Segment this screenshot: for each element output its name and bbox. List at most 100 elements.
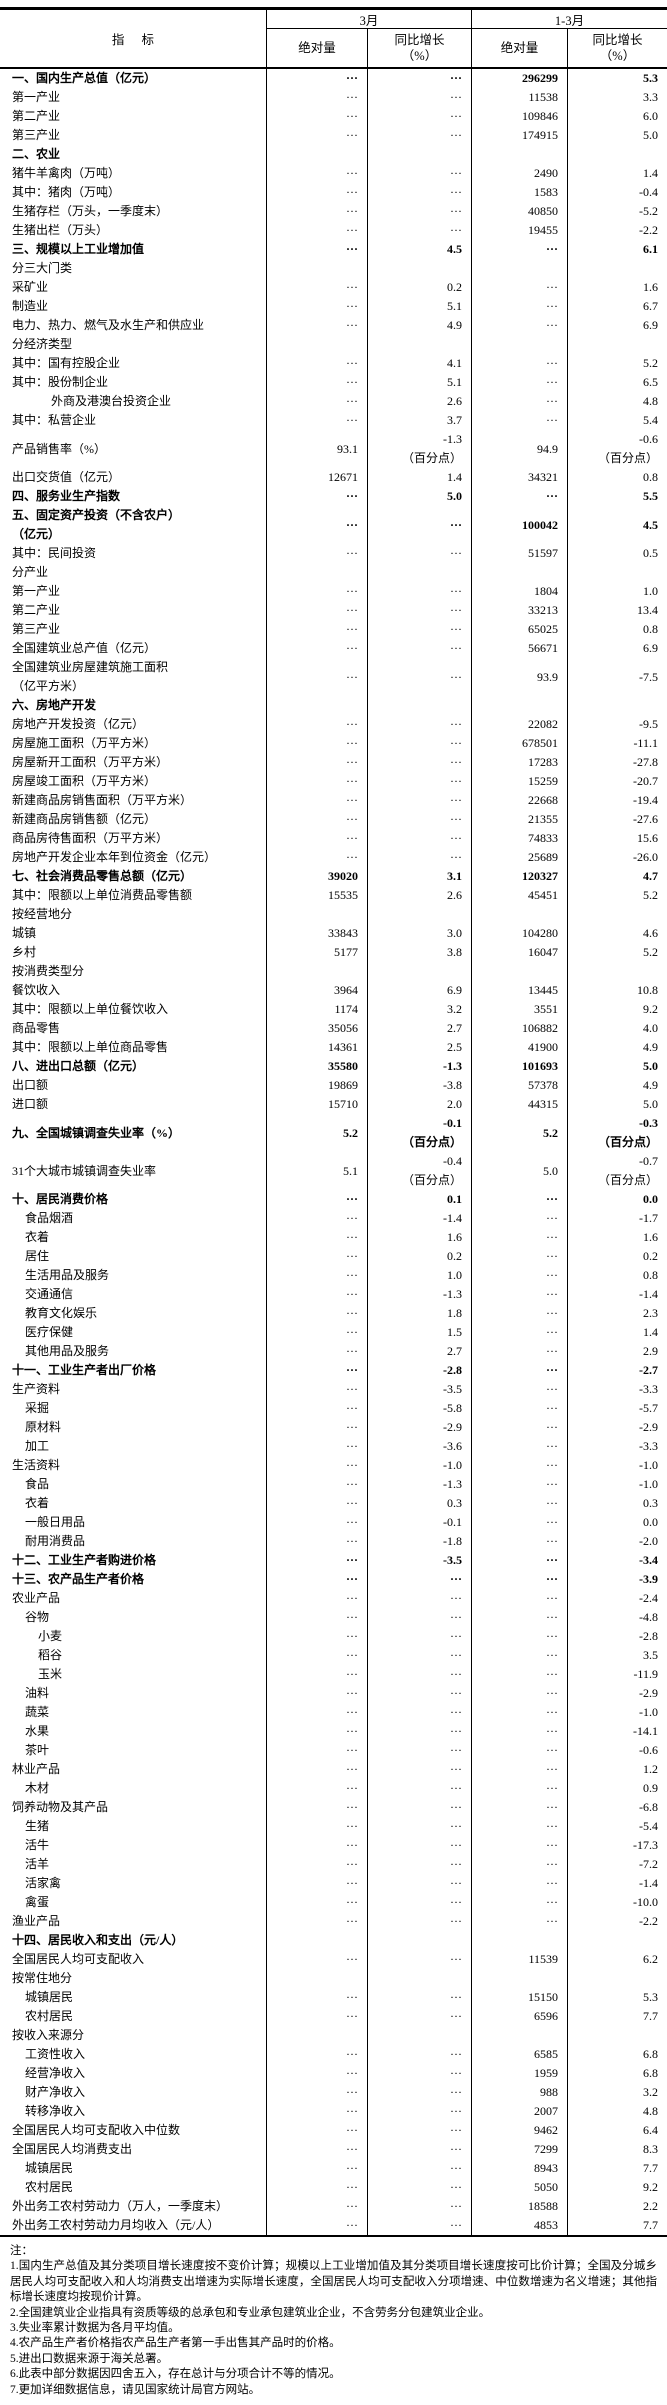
march-absolute-value bbox=[267, 905, 368, 924]
jan-mar-growth-value: 1.2 bbox=[643, 1762, 658, 1776]
table-row: 居住 ··· 0.2 ··· 0.2 bbox=[0, 1247, 667, 1266]
indicator-label: 第三产业 bbox=[0, 620, 267, 639]
table-row: 工资性收入 ··· ··· 6585 6.8 bbox=[0, 2045, 667, 2064]
jan-mar-absolute-value: 41900 bbox=[472, 1038, 568, 1057]
march-growth-value: ··· bbox=[368, 544, 472, 563]
march-growth-value: 3.7 bbox=[368, 411, 472, 430]
jan-mar-absolute-value: ··· bbox=[472, 1513, 568, 1532]
march-absolute-value: ··· bbox=[267, 1342, 368, 1361]
jan-mar-absolute-value: ··· bbox=[472, 392, 568, 411]
table-row: 其中：民间投资 ··· ··· 51597 0.5 bbox=[0, 544, 667, 563]
table-row: 五、固定资产投资（不含农户） （亿元） ··· ··· 100042 4.5 bbox=[0, 506, 667, 544]
jan-mar-absolute-value: 7299 bbox=[472, 2140, 568, 2159]
jan-mar-absolute-value: 44315 bbox=[472, 1095, 568, 1114]
table-row: 玉米 ··· ··· ··· -11.9 bbox=[0, 1665, 667, 1684]
column-subheaders-row: 绝对量 同比增长 （%） 绝对量 同比增长 （%） bbox=[267, 29, 667, 67]
march-absolute-value: ··· bbox=[267, 715, 368, 734]
march-growth-value: -1.3 （百分点） bbox=[368, 430, 472, 468]
jan-mar-absolute-value: ··· bbox=[472, 1475, 568, 1494]
jan-mar-absolute-value: 51597 bbox=[472, 544, 568, 563]
march-growth-value: 0.3 bbox=[368, 1494, 472, 1513]
jan-mar-absolute-value: ··· bbox=[472, 1608, 568, 1627]
jan-mar-growth-value: -27.8 bbox=[633, 755, 658, 769]
march-absolute-value: ··· bbox=[267, 69, 368, 88]
march-absolute-value: 15535 bbox=[267, 886, 368, 905]
march-absolute-value: 1174 bbox=[267, 1000, 368, 1019]
march-growth-value: -3.6 bbox=[368, 1437, 472, 1456]
march-absolute-value: ··· bbox=[267, 791, 368, 810]
jan-mar-absolute-value: 296299 bbox=[472, 69, 568, 88]
jan-mar-growth-value: 6.9 bbox=[643, 318, 658, 332]
jan-mar-growth-value: -4.8 bbox=[639, 1610, 658, 1624]
jan-mar-absolute-value: 3551 bbox=[472, 1000, 568, 1019]
march-absolute-value: ··· bbox=[267, 1646, 368, 1665]
jan-mar-absolute-value: ··· bbox=[472, 1228, 568, 1247]
indicator-label: 十三、农产品生产者价格 bbox=[0, 1570, 267, 1589]
jan-mar-absolute-value: 15150 bbox=[472, 1988, 568, 2007]
jan-mar-growth-value bbox=[568, 905, 667, 924]
table-row: 外出务工农村劳动力月均收入（元/人） ··· ··· 4853 7.7 bbox=[0, 2216, 667, 2235]
indicator-label: 十一、工业生产者出厂价格 bbox=[0, 1361, 267, 1380]
indicator-label: 其中：民间投资 bbox=[0, 544, 267, 563]
march-growth-value: 1.6 bbox=[368, 1228, 472, 1247]
jan-mar-growth-value bbox=[568, 1931, 667, 1950]
march-absolute-value: ··· bbox=[267, 1703, 368, 1722]
march-growth-value: ··· bbox=[368, 848, 472, 867]
march-growth-value bbox=[368, 335, 472, 354]
jan-mar-growth-value: 0.9 bbox=[643, 1781, 658, 1795]
indicator-label: 活牛 bbox=[0, 1836, 267, 1855]
jan-mar-growth-value: 2.9 bbox=[643, 1344, 658, 1358]
jan-mar-absolute-value: ··· bbox=[472, 1836, 568, 1855]
jan-mar-absolute-value: 22082 bbox=[472, 715, 568, 734]
march-absolute-value: ··· bbox=[267, 297, 368, 316]
march-absolute-value: ··· bbox=[267, 1874, 368, 1893]
indicator-label: 转移净收入 bbox=[0, 2102, 267, 2121]
march-absolute-value: ··· bbox=[267, 829, 368, 848]
march-absolute-value: ··· bbox=[267, 2045, 368, 2064]
march-growth-value: ··· bbox=[368, 1570, 472, 1589]
jan-mar-growth-value: -3.3 bbox=[639, 1439, 658, 1453]
jan-mar-absolute-value bbox=[472, 1931, 568, 1950]
table-row: 三、规模以上工业增加值 ··· 4.5 ··· 6.1 bbox=[0, 240, 667, 259]
jan-mar-growth-value: 5.0 bbox=[643, 128, 658, 142]
jan-mar-growth-value: 0.3 bbox=[643, 1496, 658, 1510]
jan-mar-absolute-value: ··· bbox=[472, 1893, 568, 1912]
indicator-label: 稻谷 bbox=[0, 1646, 267, 1665]
table-row: 全国建筑业房屋建筑施工面积 （亿平方米） ··· ··· 93.9 -7.5 bbox=[0, 658, 667, 696]
jan-mar-absolute-value: 2490 bbox=[472, 164, 568, 183]
table-row: 油料 ··· ··· ··· -2.9 bbox=[0, 1684, 667, 1703]
table-row: 稻谷 ··· ··· ··· 3.5 bbox=[0, 1646, 667, 1665]
indicator-label: 城镇居民 bbox=[0, 1988, 267, 2007]
jan-mar-growth-value: -2.8 bbox=[639, 1629, 658, 1643]
march-absolute-value: ··· bbox=[267, 1589, 368, 1608]
march-growth-value bbox=[368, 2026, 472, 2045]
march-absolute-value: ··· bbox=[267, 1627, 368, 1646]
jan-mar-growth-value: -26.0 bbox=[633, 850, 658, 864]
table-row: 新建商品房销售面积（万平方米） ··· ··· 22668 -19.4 bbox=[0, 791, 667, 810]
jan-mar-absolute-value: 1959 bbox=[472, 2064, 568, 2083]
jan-mar-absolute-value: 17283 bbox=[472, 753, 568, 772]
indicator-label: 居住 bbox=[0, 1247, 267, 1266]
march-growth-value: ··· bbox=[368, 1589, 472, 1608]
jan-mar-absolute-value: ··· bbox=[472, 1266, 568, 1285]
jan-mar-growth-value: 0.5 bbox=[643, 546, 658, 560]
indicator-label: 商品房待售面积（万平方米） bbox=[0, 829, 267, 848]
indicator-label: 出口交货值（亿元） bbox=[0, 468, 267, 487]
table-row: 一般日用品 ··· -0.1 ··· 0.0 bbox=[0, 1513, 667, 1532]
notes: 注： 1.国内生产总值及其分类项目增长速度按不变价计算；规模以上工业增加值及其分… bbox=[0, 2237, 667, 2398]
jan-mar-growth-value: 6.0 bbox=[643, 109, 658, 123]
indicator-label: 电力、热力、燃气及水生产和供应业 bbox=[0, 316, 267, 335]
note-item: 4.农产品生产者价格指农产品生产者第一手出售其产品时的价格。 bbox=[10, 2337, 341, 2350]
jan-mar-absolute-value bbox=[472, 962, 568, 981]
table-row: 31个大城市城镇调查失业率 5.1 -0.4 （百分点） 5.0 -0.7 （百分点） bbox=[0, 1152, 667, 1190]
march-growth-value: ··· bbox=[368, 753, 472, 772]
march-absolute-value: ··· bbox=[267, 240, 368, 259]
march-absolute-value bbox=[267, 1969, 368, 1988]
jan-mar-absolute-value: ··· bbox=[472, 1190, 568, 1209]
march-growth-value: ··· bbox=[368, 829, 472, 848]
indicator-label: 采掘 bbox=[0, 1399, 267, 1418]
jan-mar-absolute-value: 19455 bbox=[472, 221, 568, 240]
jan-mar-growth-value: 9.2 bbox=[643, 1002, 658, 1016]
jan-mar-growth-value: 6.8 bbox=[643, 2047, 658, 2061]
